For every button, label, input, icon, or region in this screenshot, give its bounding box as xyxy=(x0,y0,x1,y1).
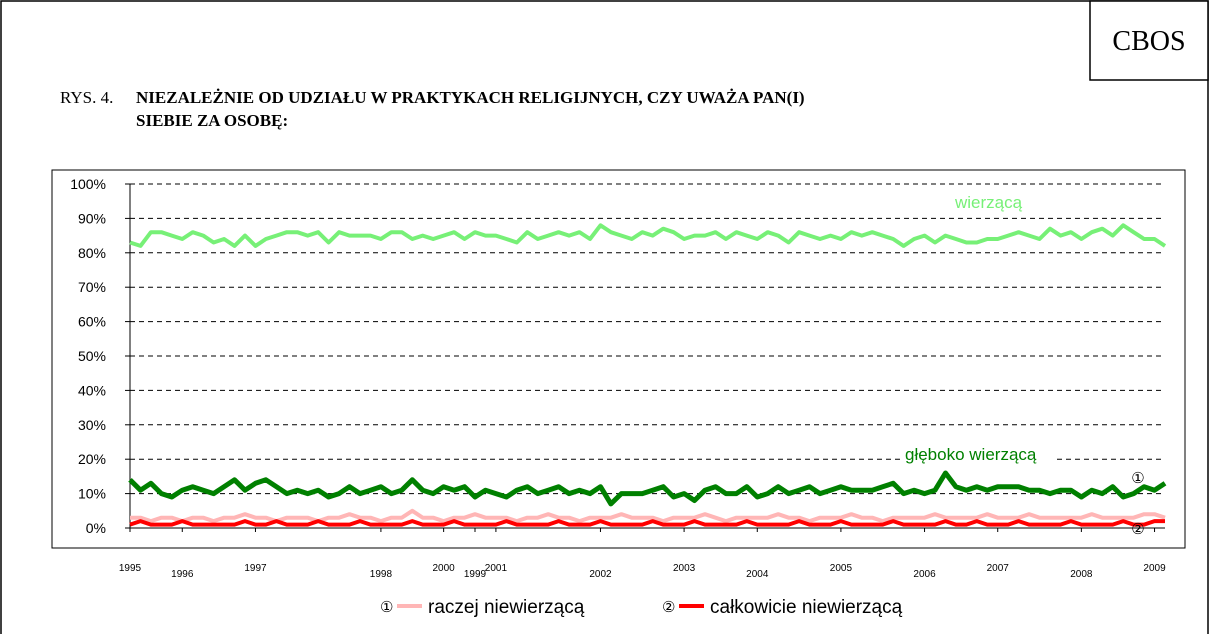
series-line xyxy=(129,223,1167,248)
x-tick-label: 2004 xyxy=(746,569,769,580)
legend-marker: ① xyxy=(380,599,393,616)
y-tick-label: 20% xyxy=(78,451,106,467)
y-tick-label: 50% xyxy=(78,348,106,364)
x-tick-label: 2008 xyxy=(1070,569,1093,580)
x-tick-label: 2007 xyxy=(987,563,1010,574)
series-marker: ② xyxy=(1131,521,1144,538)
legend-label: raczej niewierzącą xyxy=(428,597,585,618)
x-tick-label: 1997 xyxy=(244,563,267,574)
y-tick-label: 100% xyxy=(70,176,106,192)
y-tick-label: 0% xyxy=(86,520,106,536)
x-tick-label: 1998 xyxy=(370,569,393,580)
y-tick-label: 40% xyxy=(78,382,106,398)
label-bg xyxy=(901,444,1057,466)
brand: CBOS xyxy=(1112,26,1185,57)
y-tick-label: 80% xyxy=(78,245,106,261)
chart-frame xyxy=(51,169,1186,549)
series-line xyxy=(130,508,1166,524)
brand-box xyxy=(1089,0,1209,81)
legend-marker: ② xyxy=(662,599,675,616)
label-bg xyxy=(951,192,1107,214)
x-tick-label: 2003 xyxy=(673,563,696,574)
x-tick-label: 2001 xyxy=(485,563,508,574)
x-tick-label: 1999 xyxy=(464,569,487,580)
y-tick-label: 10% xyxy=(78,486,106,502)
x-tick-label: 2009 xyxy=(1143,563,1166,574)
title-line: NIEZALEŻNIE OD UDZIAŁU W PRAKTYKACH RELI… xyxy=(136,88,805,107)
x-tick-label: 2005 xyxy=(830,563,853,574)
series-label: wierzącą xyxy=(954,193,1023,212)
figure-label: RYS. 4. xyxy=(60,88,113,107)
x-tick-label: 2006 xyxy=(913,569,936,580)
x-tick-label: 2002 xyxy=(589,569,612,580)
series-marker: ① xyxy=(1131,470,1144,487)
y-tick-label: 60% xyxy=(78,314,106,330)
y-tick-label: 70% xyxy=(78,279,106,295)
y-tick-label: 90% xyxy=(78,210,106,226)
x-tick-label: 2000 xyxy=(433,563,456,574)
y-tick-label: 30% xyxy=(78,417,106,433)
x-tick-label: 1995 xyxy=(119,563,142,574)
x-tick-label: 1996 xyxy=(171,569,194,580)
title-line: SIEBIE ZA OSOBĘ: xyxy=(136,111,288,130)
series-label: głęboko wierzącą xyxy=(905,445,1037,464)
legend-label: całkowicie niewierzącą xyxy=(710,597,903,618)
series-line xyxy=(129,519,1165,527)
series-line xyxy=(128,470,1167,507)
